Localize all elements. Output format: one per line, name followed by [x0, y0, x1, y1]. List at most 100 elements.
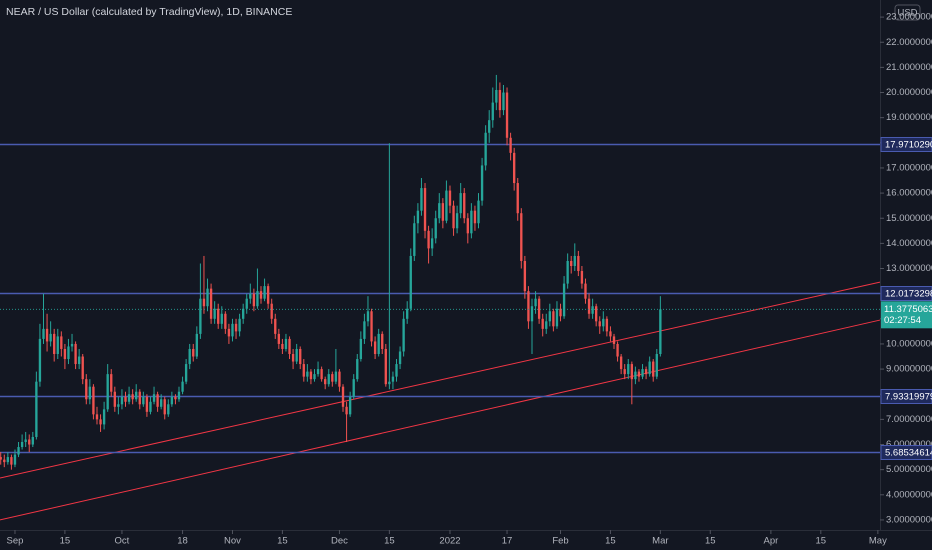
candle-body — [463, 193, 466, 219]
candle-body — [284, 338, 288, 349]
candle-body — [655, 354, 658, 377]
candle-body — [413, 223, 416, 256]
x-tick-label: Dec — [331, 536, 348, 547]
candle-body — [313, 374, 316, 380]
candle-body — [552, 311, 555, 327]
candle-body — [570, 260, 573, 267]
candle-body — [577, 255, 580, 272]
candle-body — [6, 457, 10, 463]
candle-body — [120, 396, 124, 405]
candle-body — [106, 374, 109, 410]
candle-body — [85, 379, 88, 400]
candle-body — [192, 348, 195, 357]
candle-body — [42, 328, 45, 339]
currency-badge[interactable] — [894, 4, 921, 21]
candle-body — [277, 333, 281, 344]
candle-body — [35, 381, 38, 437]
y-tick-label: 23.00000000 — [886, 12, 932, 23]
candle-body — [327, 374, 330, 385]
candle-body — [523, 260, 527, 292]
candle-body — [584, 283, 587, 299]
candle-body — [31, 436, 34, 445]
candle-body — [541, 318, 544, 329]
candle-body — [316, 369, 320, 375]
candle-body — [167, 404, 170, 415]
chart-title: NEAR / US Dollar (calculated by TradingV… — [6, 6, 292, 18]
candle-body — [398, 351, 402, 365]
candle-body — [512, 152, 516, 184]
candle-body — [438, 203, 441, 219]
candle-body — [174, 396, 177, 400]
candle-body — [77, 356, 81, 365]
candle-body — [484, 132, 487, 166]
candle-body — [170, 396, 174, 405]
candle-body — [381, 333, 384, 349]
candle-body — [224, 313, 227, 329]
y-tick-label: 20.00000000 — [886, 87, 932, 98]
x-tick-label: 15 — [277, 536, 288, 547]
candle-body — [231, 323, 234, 337]
candle-body — [520, 213, 523, 261]
candle-body — [498, 90, 502, 111]
candle-body — [209, 288, 213, 319]
candle-body — [238, 318, 241, 332]
candle-body — [555, 308, 559, 327]
candle-body — [184, 364, 188, 382]
candle-body — [637, 371, 641, 377]
candle-body — [242, 308, 245, 319]
candle-body — [95, 414, 99, 420]
candle-body — [245, 298, 248, 309]
candle-body — [491, 102, 494, 121]
candle-body — [659, 309, 662, 355]
x-tick-label: 17 — [502, 536, 513, 547]
candle-body — [124, 396, 127, 402]
candle-body — [395, 364, 398, 377]
candle-body — [402, 318, 405, 352]
candle-body — [152, 394, 156, 402]
candle-body — [138, 391, 141, 405]
y-tick-label: 7.00000000 — [886, 414, 932, 425]
candle-body — [591, 306, 594, 314]
level-label: 7.93319979 — [885, 392, 932, 403]
candle-body — [145, 396, 149, 412]
x-tick-label: Sep — [7, 536, 24, 547]
candle-body — [619, 356, 623, 370]
candle-body — [117, 404, 120, 407]
candle-body — [644, 369, 648, 375]
y-tick-label: 6.00000000 — [886, 439, 932, 450]
candle-body — [548, 311, 551, 322]
level-label: 12.01732980 — [885, 289, 932, 300]
candle-body — [20, 442, 24, 448]
y-tick-label: 9.00000000 — [886, 364, 932, 375]
x-tick-label: 15 — [384, 536, 395, 547]
candle-body — [324, 379, 327, 385]
candle-body — [345, 406, 348, 415]
candle-body — [587, 298, 591, 314]
candle-body — [459, 193, 462, 214]
candle-body — [516, 183, 519, 214]
candle-body — [306, 371, 309, 377]
candle-body — [202, 298, 206, 307]
candle-body — [88, 386, 92, 400]
candle-body — [566, 260, 569, 284]
candle-body — [373, 341, 377, 355]
y-tick-label: 3.00000000 — [886, 514, 932, 525]
candle-body — [616, 343, 619, 357]
candle-body — [13, 454, 17, 465]
candle-body — [220, 313, 223, 324]
candle-body — [384, 348, 387, 385]
candle-body — [60, 336, 63, 349]
candle-body — [602, 318, 605, 327]
candle-body — [249, 293, 252, 299]
candle-body — [559, 308, 562, 317]
candle-body — [302, 364, 305, 377]
candle-body — [652, 361, 655, 377]
candle-body — [227, 328, 231, 337]
candle-body — [45, 328, 49, 342]
candle-body — [545, 321, 548, 329]
level-label: 5.68534614 — [885, 448, 932, 459]
candle-body — [102, 409, 106, 425]
y-tick-label: 19.00000000 — [886, 112, 932, 123]
